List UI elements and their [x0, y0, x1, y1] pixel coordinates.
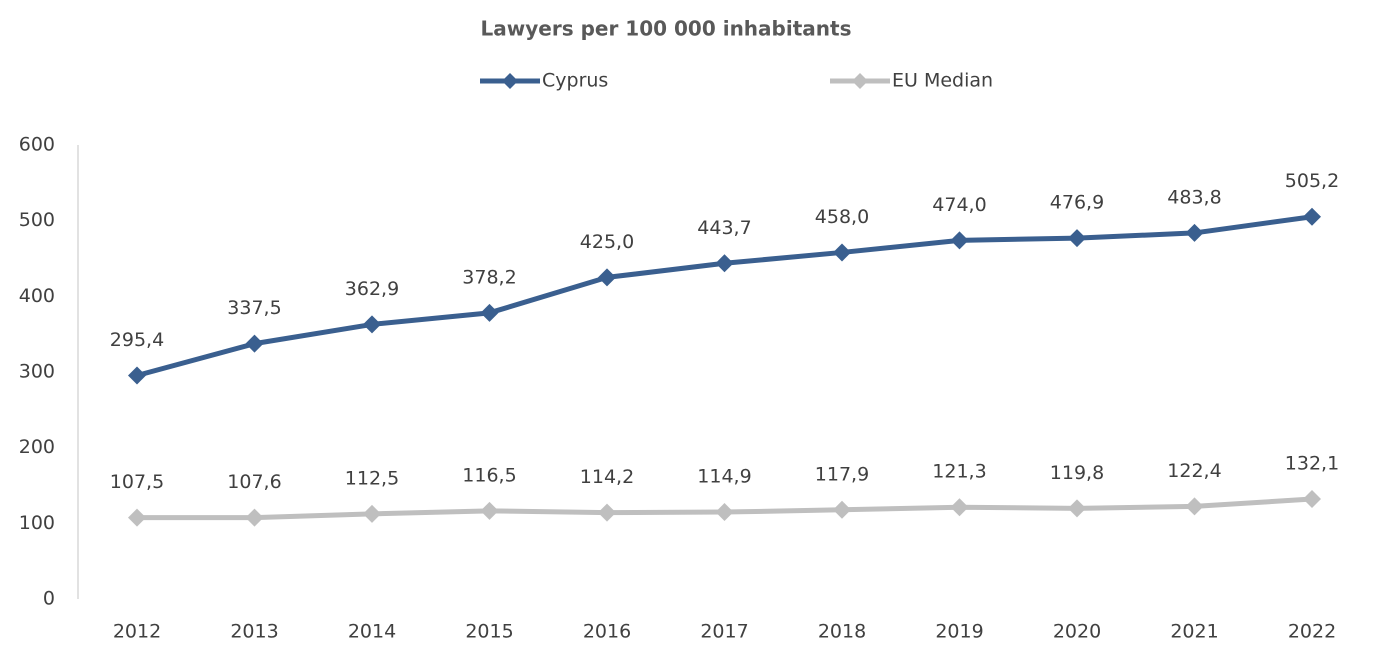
point-marker [1068, 229, 1086, 248]
data-label: 119,8 [1050, 462, 1104, 484]
point-marker [833, 243, 851, 262]
x-tick-label: 2014 [348, 621, 396, 643]
point-marker [598, 503, 616, 522]
data-label: 117,9 [815, 463, 869, 485]
data-label: 505,2 [1285, 170, 1339, 192]
data-label: 121,3 [932, 461, 986, 483]
point-marker [128, 366, 146, 385]
data-label: 378,2 [462, 266, 516, 288]
y-tick-label: 0 [43, 588, 55, 610]
x-tick-label: 2017 [700, 621, 748, 643]
legend-marker [852, 73, 868, 89]
x-tick-label: 2016 [583, 621, 631, 643]
legend-label: Cyprus [542, 70, 608, 92]
point-marker [715, 503, 734, 522]
data-label: 474,0 [932, 194, 986, 216]
point-marker [1303, 490, 1321, 509]
point-marker [245, 508, 264, 527]
data-label: 122,4 [1167, 460, 1221, 482]
x-tick-label: 2021 [1170, 621, 1218, 643]
x-tick-label: 2019 [935, 621, 983, 643]
y-tick-label: 100 [19, 512, 55, 534]
data-label: 337,5 [227, 297, 281, 319]
point-marker [1185, 223, 1204, 242]
point-marker [363, 315, 381, 334]
data-label: 483,8 [1167, 186, 1221, 208]
series-line [136, 214, 1313, 378]
point-marker [950, 231, 969, 250]
data-label: 114,9 [697, 466, 751, 488]
point-marker [480, 501, 499, 520]
y-tick-label: 500 [19, 209, 55, 231]
point-marker [128, 508, 146, 527]
data-label: 107,6 [227, 471, 281, 493]
legend-label: EU Median [892, 70, 993, 92]
x-tick-label: 2022 [1288, 621, 1336, 643]
point-marker [480, 303, 499, 322]
point-marker [245, 334, 264, 353]
data-label: 112,5 [345, 467, 399, 489]
data-label: 116,5 [462, 464, 516, 486]
data-label: 114,2 [580, 466, 634, 488]
data-label: 458,0 [815, 206, 869, 228]
point-marker [833, 500, 851, 519]
point-marker [363, 504, 381, 523]
point-marker [1303, 207, 1321, 226]
point-marker [1068, 499, 1086, 518]
x-tick-label: 2020 [1053, 621, 1101, 643]
chart-title: Lawyers per 100 000 inhabitants [481, 17, 852, 41]
point-marker [598, 268, 616, 287]
x-tick-label: 2018 [818, 621, 866, 643]
y-tick-label: 600 [19, 134, 55, 156]
y-tick-label: 300 [19, 361, 55, 383]
point-marker [1185, 497, 1204, 516]
point-marker [950, 498, 969, 517]
x-tick-label: 2013 [230, 621, 278, 643]
data-label: 132,1 [1285, 453, 1339, 475]
data-label: 476,9 [1050, 192, 1104, 214]
data-label: 107,5 [110, 471, 164, 493]
legend-marker [502, 73, 518, 89]
data-label: 443,7 [697, 217, 751, 239]
data-label: 295,4 [110, 329, 164, 351]
data-label: 425,0 [580, 231, 634, 253]
y-tick-label: 200 [19, 436, 55, 458]
x-tick-label: 2012 [113, 621, 161, 643]
point-marker [715, 254, 734, 273]
data-label: 362,9 [345, 278, 399, 300]
y-tick-label: 400 [19, 285, 55, 307]
x-tick-label: 2015 [465, 621, 513, 643]
